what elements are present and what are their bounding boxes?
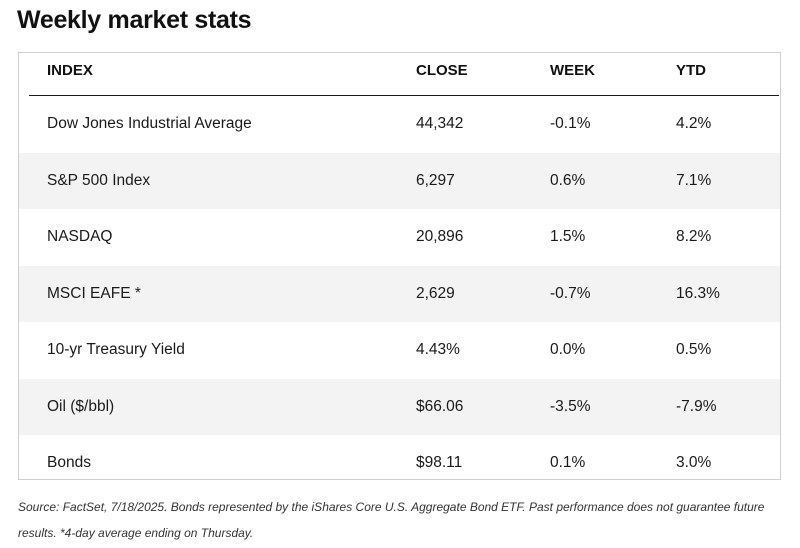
close-cell: 44,342 xyxy=(416,115,464,133)
ytd-change-cell: -7.9% xyxy=(676,397,717,415)
ytd-change-cell: 16.3% xyxy=(676,284,720,302)
table-header-row: INDEX CLOSE WEEK YTD xyxy=(29,53,779,96)
index-name-cell: 10-yr Treasury Yield xyxy=(47,341,185,359)
close-cell: $98.11 xyxy=(416,454,463,472)
week-change-cell: -3.5% xyxy=(550,397,591,415)
index-name-cell: Bonds xyxy=(47,454,91,472)
ytd-change-cell: 0.5% xyxy=(676,341,712,359)
week-change-cell: -0.1% xyxy=(550,115,591,133)
column-header-index: INDEX xyxy=(47,62,93,79)
week-change-cell: 1.5% xyxy=(550,228,586,246)
close-cell: $66.06 xyxy=(416,397,464,415)
table-row: 10-yr Treasury Yield 4.43% 0.0% 0.5% xyxy=(19,322,780,379)
week-change-cell: -0.7% xyxy=(550,284,591,302)
index-name-cell: S&P 500 Index xyxy=(47,171,151,189)
column-header-week: WEEK xyxy=(550,62,595,79)
ytd-change-cell: 4.2% xyxy=(676,115,712,133)
index-name-cell: NASDAQ xyxy=(47,228,113,246)
index-name-cell: Oil ($/bbl) xyxy=(47,397,115,415)
table-row: Bonds $98.11 0.1% 3.0% xyxy=(19,435,780,492)
table-row: MSCI EAFE * 2,629 -0.7% 16.3% xyxy=(19,265,780,322)
market-stats-table: INDEX CLOSE WEEK YTD Dow Jones Industria… xyxy=(19,53,780,492)
week-change-cell: 0.0% xyxy=(550,341,586,359)
ytd-change-cell: 8.2% xyxy=(676,228,712,246)
ytd-change-cell: 7.1% xyxy=(676,171,712,189)
index-name-cell: MSCI EAFE * xyxy=(47,284,141,302)
table-row: Dow Jones Industrial Average 44,342 -0.1… xyxy=(19,96,780,153)
table-row: NASDAQ 20,896 1.5% 8.2% xyxy=(19,209,780,266)
table-row: S&P 500 Index 6,297 0.6% 7.1% xyxy=(19,152,780,209)
page-title: Weekly market stats xyxy=(17,6,252,34)
source-footnote: Source: FactSet, 7/18/2025. Bonds repres… xyxy=(18,500,765,540)
column-header-close: CLOSE xyxy=(416,62,468,79)
market-stats-table-frame: INDEX CLOSE WEEK YTD Dow Jones Industria… xyxy=(18,52,781,480)
close-cell: 20,896 xyxy=(416,228,464,246)
index-name-cell: Dow Jones Industrial Average xyxy=(47,115,252,133)
ytd-change-cell: 3.0% xyxy=(676,454,712,472)
close-cell: 2,629 xyxy=(416,284,455,302)
week-change-cell: 0.6% xyxy=(550,171,586,189)
table-row: Oil ($/bbl) $66.06 -3.5% -7.9% xyxy=(19,378,780,435)
close-cell: 6,297 xyxy=(416,171,455,189)
close-cell: 4.43% xyxy=(416,341,460,359)
column-header-ytd: YTD xyxy=(676,62,706,79)
week-change-cell: 0.1% xyxy=(550,454,586,472)
